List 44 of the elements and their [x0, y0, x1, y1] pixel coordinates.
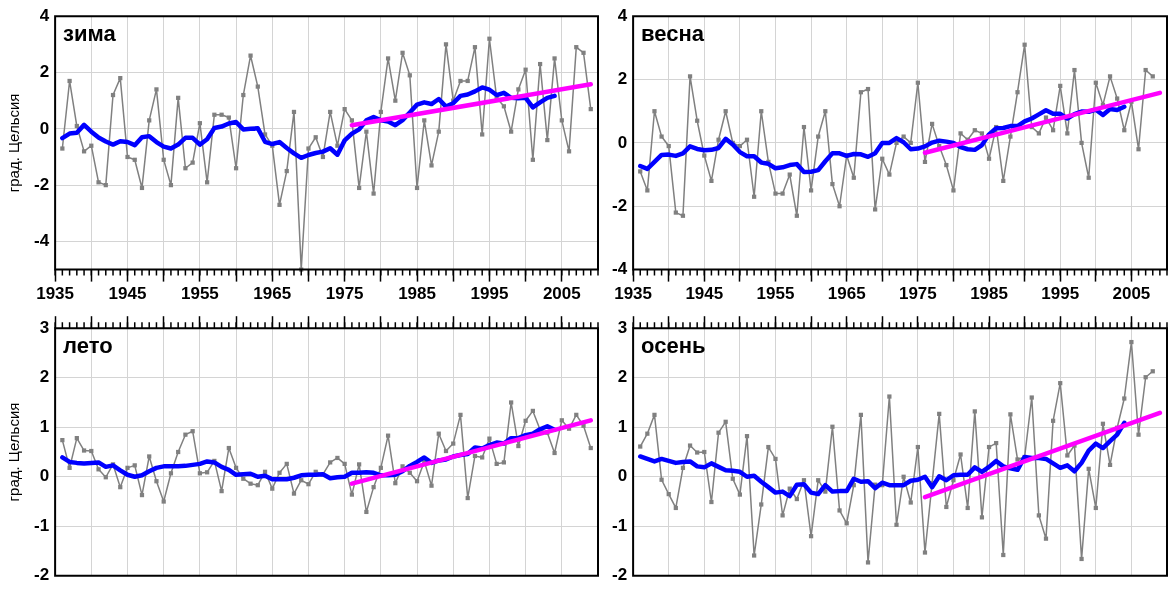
y-tick-label: 2 [617, 69, 628, 89]
x-tick-label: 1965 [253, 284, 292, 304]
x-tick-label: 1965 [827, 284, 866, 304]
y-tick-label: 4 [617, 5, 628, 25]
y-tick-label: -1 [33, 515, 50, 535]
chart-title: весна [641, 21, 705, 47]
x-tick-label: 1955 [756, 284, 795, 304]
x-tick-label: 1995 [470, 284, 509, 304]
y-tick-label: 3 [39, 317, 50, 337]
y-tick-label: -2 [33, 174, 50, 194]
x-tick-label: 1985 [398, 284, 436, 304]
y-tick-label: 0 [39, 118, 50, 138]
chart-title: осень [641, 333, 706, 359]
x-tick-label: 1975 [325, 284, 364, 304]
y-tick-label: 0 [617, 132, 628, 152]
y-tick-label: 2 [39, 62, 50, 82]
y-tick-label: 4 [39, 5, 50, 25]
x-tick-label: 1945 [108, 284, 147, 304]
x-tick-label: 2005 [1112, 284, 1151, 304]
y-tick-label: -1 [611, 515, 628, 535]
x-tick-label: 2005 [542, 284, 581, 304]
x-tick-label: 1985 [970, 284, 1008, 304]
y-tick-label: -2 [611, 565, 628, 585]
y-tick-label: 3 [617, 317, 628, 337]
y-tick-label: -4 [611, 259, 628, 279]
x-tick-label: 1935 [36, 284, 75, 304]
y-tick-label: 2 [39, 367, 50, 387]
y-tick-label: 0 [617, 466, 628, 486]
y-tick-label: -2 [33, 565, 50, 585]
chart-title: зима [63, 21, 117, 47]
y-tick-label: 2 [617, 367, 628, 387]
chart-title: лето [63, 333, 113, 359]
y-tick-label: 1 [39, 416, 50, 436]
y-axis-title: град. Цельсия [5, 402, 23, 502]
y-tick-label: 0 [39, 466, 50, 486]
y-axis-title: град. Цельсия [5, 93, 23, 193]
y-tick-label: 1 [617, 416, 628, 436]
y-tick-label: -2 [611, 195, 628, 215]
x-tick-label: 1955 [180, 284, 219, 304]
x-tick-label: 1995 [1041, 284, 1080, 304]
x-tick-label: 1945 [685, 284, 724, 304]
y-tick-label: -4 [33, 231, 50, 251]
x-tick-label: 1975 [898, 284, 937, 304]
x-tick-label: 1935 [614, 284, 653, 304]
